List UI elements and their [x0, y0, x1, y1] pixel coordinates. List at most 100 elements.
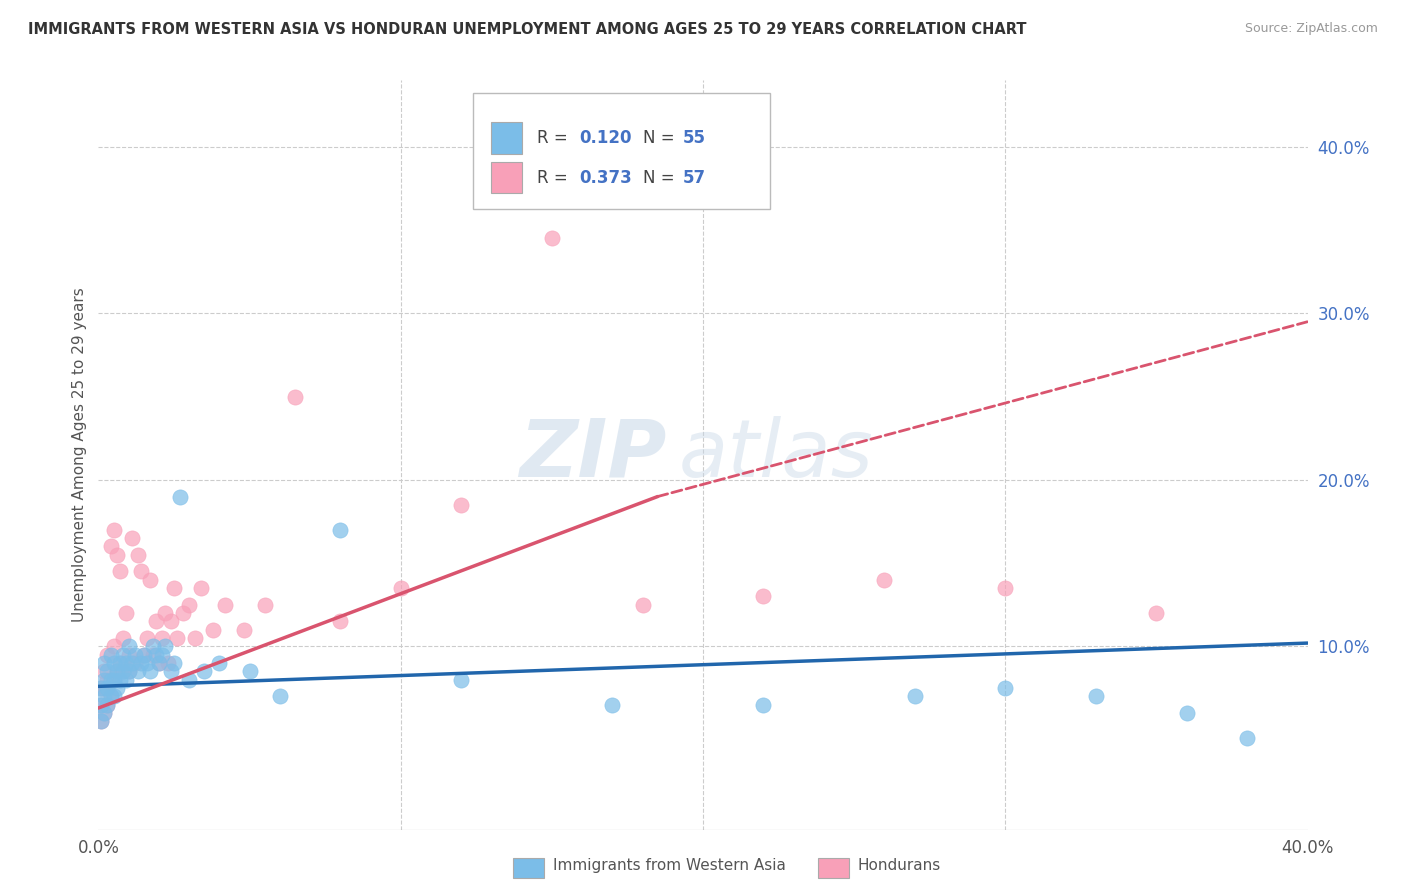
Point: [127, 548, 149, 562]
Point: [166, 631, 188, 645]
Point: [156, 656, 179, 670]
Point: [90, 714, 112, 729]
Point: [108, 656, 131, 670]
Point: [540, 231, 562, 245]
Point: [96, 648, 118, 662]
Point: [193, 665, 215, 679]
Point: [90, 681, 112, 695]
Point: [142, 640, 165, 654]
Point: [132, 648, 155, 662]
Point: [100, 690, 122, 704]
Point: [93, 690, 115, 704]
Point: [450, 673, 472, 687]
Point: [96, 698, 118, 712]
Point: [111, 665, 134, 679]
Point: [752, 590, 775, 604]
Y-axis label: Unemployment Among Ages 25 to 29 years: Unemployment Among Ages 25 to 29 years: [72, 287, 87, 623]
Point: [1085, 690, 1108, 704]
Point: [631, 598, 654, 612]
Point: [90, 714, 112, 729]
Point: [1236, 731, 1258, 745]
Point: [139, 573, 162, 587]
Point: [118, 665, 141, 679]
Point: [103, 656, 125, 670]
Point: [100, 648, 122, 662]
Point: [1175, 706, 1198, 720]
Point: [214, 598, 236, 612]
Point: [160, 665, 183, 679]
Point: [150, 631, 173, 645]
Text: Source: ZipAtlas.com: Source: ZipAtlas.com: [1244, 22, 1378, 36]
Text: 0.373: 0.373: [579, 169, 633, 186]
Point: [105, 665, 128, 679]
Point: [148, 656, 170, 670]
Point: [100, 690, 122, 704]
Point: [114, 656, 136, 670]
Point: [1144, 606, 1167, 620]
Point: [93, 665, 115, 679]
Point: [145, 615, 167, 629]
Point: [96, 673, 118, 687]
Point: [389, 581, 412, 595]
Point: [90, 681, 112, 695]
Point: [127, 665, 149, 679]
Point: [208, 656, 231, 670]
Point: [184, 631, 207, 645]
Point: [994, 581, 1017, 595]
Point: [105, 681, 128, 695]
Point: [132, 648, 155, 662]
Point: [111, 631, 134, 645]
Point: [96, 681, 118, 695]
Point: [103, 523, 125, 537]
Text: 57: 57: [682, 169, 706, 186]
Point: [111, 665, 134, 679]
Point: [202, 623, 225, 637]
Point: [148, 656, 170, 670]
Text: N =: N =: [643, 129, 679, 147]
Text: 0.120: 0.120: [579, 129, 633, 147]
Point: [90, 698, 112, 712]
Point: [96, 665, 118, 679]
Point: [103, 640, 125, 654]
Text: R =: R =: [537, 129, 574, 147]
Point: [118, 648, 141, 662]
Point: [118, 665, 141, 679]
Point: [904, 690, 927, 704]
Point: [169, 490, 191, 504]
Point: [108, 565, 131, 579]
Point: [329, 523, 352, 537]
FancyBboxPatch shape: [474, 93, 769, 209]
Point: [118, 640, 141, 654]
Point: [150, 648, 173, 662]
Text: N =: N =: [643, 169, 679, 186]
Point: [129, 565, 152, 579]
Point: [253, 598, 276, 612]
Point: [121, 656, 143, 670]
Point: [873, 573, 896, 587]
Point: [124, 656, 146, 670]
Point: [103, 690, 125, 704]
Point: [179, 673, 201, 687]
Point: [329, 615, 352, 629]
Point: [129, 656, 152, 670]
Point: [139, 665, 162, 679]
Point: [93, 706, 115, 720]
Point: [100, 673, 122, 687]
Point: [105, 665, 128, 679]
Point: [752, 698, 775, 712]
Point: [153, 606, 176, 620]
Text: atlas: atlas: [679, 416, 873, 494]
Point: [145, 648, 167, 662]
Point: [121, 531, 143, 545]
Point: [100, 540, 122, 554]
Point: [190, 581, 212, 595]
Point: [163, 656, 186, 670]
Point: [239, 665, 262, 679]
Point: [135, 631, 157, 645]
Point: [96, 698, 118, 712]
Point: [269, 690, 291, 704]
Point: [93, 656, 115, 670]
Point: [93, 681, 115, 695]
Point: [994, 681, 1017, 695]
Point: [163, 581, 186, 595]
